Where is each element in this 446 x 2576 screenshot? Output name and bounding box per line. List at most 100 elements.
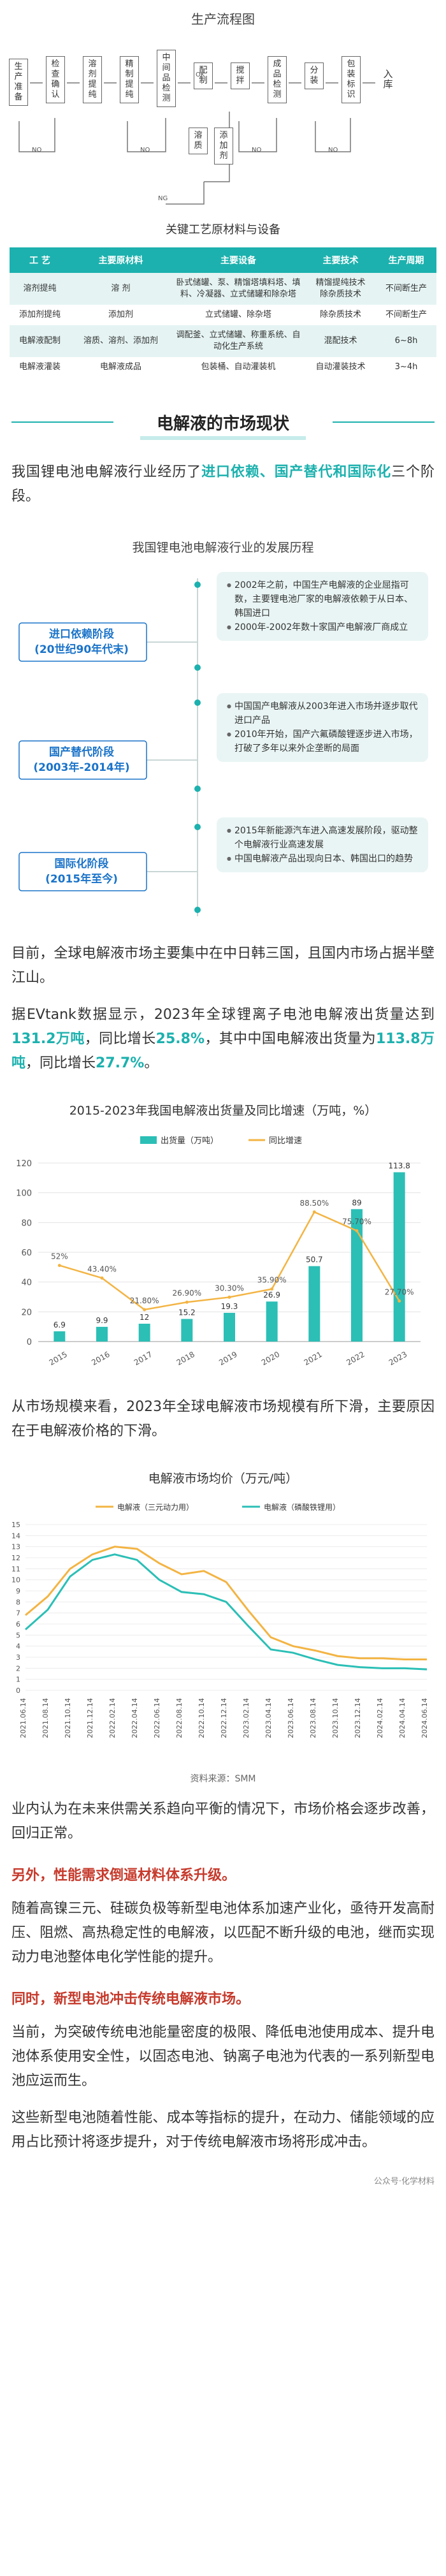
bar-value-label: 50.7 bbox=[306, 1255, 323, 1264]
y-tick-label: 5 bbox=[16, 1631, 20, 1639]
timeline-bullet: 2002年之前，中国生产电解液的企业屈指可数，主要锂电池厂家的电解液依赖于从日本… bbox=[227, 578, 421, 620]
outlook-paragraph: 业内认为在未来供需关系趋向平衡的情况下，市场价格会逐步改善，回归正常。 bbox=[11, 1801, 435, 1841]
growth-point bbox=[185, 1300, 189, 1304]
growth-label: 88.50% bbox=[299, 1199, 329, 1208]
table-cell: 溶质、溶剂、添加剂 bbox=[69, 325, 172, 357]
y-tick-label: 8 bbox=[16, 1598, 20, 1606]
flow-no-label-2: NO bbox=[140, 147, 150, 154]
table-row: 电解液配制 溶质、溶剂、添加剂 调配釜、立式储罐、称重系统、自动化生产系统 混配… bbox=[10, 325, 436, 357]
y-tick-label: 60 bbox=[21, 1248, 32, 1258]
y-tick-label: 80 bbox=[21, 1218, 32, 1228]
table-title: 关键工艺原材料与设备 bbox=[166, 223, 280, 237]
legend-bar-label: 出货量（万吨） bbox=[161, 1136, 219, 1146]
growth-point bbox=[227, 1295, 231, 1299]
growth-label: 26.90% bbox=[172, 1289, 201, 1298]
bar-value-label: 19.3 bbox=[221, 1302, 238, 1311]
chart2-title: 电解液市场均价（万元/吨） bbox=[148, 1472, 298, 1486]
process-flow: 生产流程图 生产准备 检查确认 溶剂提纯 bbox=[0, 0, 446, 210]
table-cell: 电解液灌装 bbox=[10, 357, 70, 377]
new-battery-paragraph: 当前，为突破传统电池能量密度的极限、降低电池使用成本、提升电池体系使用安全性，以… bbox=[11, 2024, 435, 2089]
table-cell: 调配釜、立式储罐、称重系统、自动化生产系统 bbox=[171, 325, 306, 357]
flow-step-10: 包装标识 bbox=[342, 56, 361, 103]
x-tick-label: 2016 bbox=[90, 1350, 111, 1367]
timeline-box-3: 2015年新能源汽车进入高速发展阶段，驱动整个电解液行业高速发展 中国电解液产品… bbox=[217, 817, 428, 872]
bar bbox=[308, 1266, 320, 1342]
y-tick-label: 10 bbox=[11, 1576, 20, 1584]
x-tick-label: 2021.12.14 bbox=[86, 1698, 94, 1738]
growth-line bbox=[59, 1211, 400, 1311]
x-tick-label: 2022.04.14 bbox=[131, 1698, 139, 1738]
growth-label: 52% bbox=[51, 1252, 68, 1261]
x-tick-label: 2024.02.14 bbox=[376, 1698, 384, 1738]
growth-label: 35.90% bbox=[257, 1276, 287, 1285]
y-tick-label: 13 bbox=[11, 1543, 20, 1551]
table-cell: 精馏提纯技术 除杂质技术 bbox=[305, 273, 377, 305]
flow-arrows bbox=[18, 82, 375, 205]
bar-value-label: 26.9 bbox=[263, 1291, 280, 1299]
flow-step-1: 生产准备 bbox=[9, 59, 28, 106]
y-tick-label: 14 bbox=[11, 1532, 20, 1540]
bar-value-label: 113.8 bbox=[388, 1161, 410, 1170]
flow-title: 生产流程图 bbox=[191, 11, 255, 27]
x-tick-label: 2021.08.14 bbox=[41, 1698, 50, 1738]
x-tick-label: 2023.04.14 bbox=[264, 1698, 273, 1738]
growth-point bbox=[312, 1210, 316, 1214]
x-tick-label: 2024.04.14 bbox=[398, 1698, 406, 1738]
y-tick-label: 0 bbox=[27, 1338, 32, 1347]
bar bbox=[266, 1301, 278, 1342]
timeline-bullet: 中国电解液产品出现向日本、韩国出口的趋势 bbox=[227, 852, 421, 866]
timeline-stage-1: 进口依赖阶段 (20世纪90年代末) bbox=[34, 628, 129, 656]
y-tick-label: 9 bbox=[16, 1587, 20, 1595]
legend-s2-label: 电解液（磷酸铁锂用） bbox=[264, 1502, 340, 1512]
x-tick-label: 2017 bbox=[133, 1350, 154, 1367]
x-tick-label: 2022.08.14 bbox=[175, 1698, 183, 1738]
market-paragraph: 目前，全球电解液市场主要集中在中日韩三国，且国内市场占据半壁江山。 bbox=[11, 946, 435, 986]
x-tick-label: 2023.06.14 bbox=[287, 1698, 295, 1738]
timeline-bullet: 2010年开始，国产六氟磷酸锂逐步进入市场，打破了多年以来外企垄断的局面 bbox=[227, 728, 421, 756]
bar-value-label: 89 bbox=[352, 1198, 361, 1207]
y-tick-label: 1 bbox=[16, 1676, 20, 1684]
growth-label: 30.30% bbox=[215, 1284, 244, 1292]
timeline-box-1: 2002年之前，中国生产电解液的企业屈指可数，主要锂电池厂家的电解液依赖于从日本… bbox=[217, 572, 428, 641]
flow-step-5: 中间品检测 bbox=[157, 50, 176, 107]
x-tick-label: 2021.10.14 bbox=[64, 1698, 72, 1738]
y-tick-label: 11 bbox=[11, 1565, 20, 1573]
x-tick-label: 2015 bbox=[48, 1350, 69, 1367]
table-cell: 除杂质技术 bbox=[305, 305, 377, 325]
section-header: 电解液的市场现状 bbox=[0, 397, 446, 448]
table-cell: 溶剂提纯 bbox=[10, 273, 70, 305]
chart2-source: 资料来源：SMM bbox=[190, 1774, 256, 1784]
table-cell: 自动灌装技术 bbox=[305, 357, 377, 377]
x-tick-label: 2024.06.14 bbox=[421, 1698, 429, 1738]
legend-line-label: 同比增速 bbox=[269, 1136, 302, 1146]
x-tick-label: 2020 bbox=[260, 1350, 281, 1367]
y-tick-label: 7 bbox=[16, 1609, 20, 1618]
growth-label: 27.70% bbox=[385, 1287, 414, 1296]
growth-point bbox=[100, 1276, 104, 1280]
table-cell: 6~8h bbox=[376, 325, 436, 357]
y-tick-label: 12 bbox=[11, 1554, 20, 1562]
timeline-title: 我国锂电池电解液行业的发展历程 bbox=[132, 541, 314, 555]
x-tick-label: 2021 bbox=[303, 1350, 324, 1367]
chart2: 电解液（三元动力用） 电解液（磷酸铁锂用）01234567891011121314… bbox=[11, 1502, 429, 1738]
x-tick-label: 2022.12.14 bbox=[220, 1698, 228, 1738]
growth-point bbox=[270, 1287, 274, 1291]
x-tick-label: 2019 bbox=[217, 1350, 238, 1367]
x-tick-label: 2023.10.14 bbox=[331, 1698, 340, 1738]
table-cell: 包装桶、自动灌装机 bbox=[171, 357, 306, 377]
growth-point bbox=[398, 1299, 401, 1303]
chart2-wrap: 电解液（三元动力用） 电解液（磷酸铁锂用） 0 1 2 3 4 5 6 7 8 9 10 11 12 13 14… bbox=[0, 1493, 446, 1769]
process-table: 工 艺 主要原材料 主要设备 主要技术 生产周期 溶剂提纯 溶 剂 卧式储罐、泵… bbox=[10, 247, 436, 377]
footer-watermark: 公众号·化学材料 bbox=[373, 2177, 435, 2186]
timeline-bullet: 2000年-2002年数十家国产电解液厂商成立 bbox=[227, 620, 421, 634]
bar bbox=[181, 1319, 193, 1342]
section-line-right bbox=[333, 421, 435, 423]
flow-ok-label: OK bbox=[196, 71, 205, 78]
x-tick-label: 2018 bbox=[175, 1350, 196, 1367]
bar-value-label: 6.9 bbox=[54, 1321, 66, 1329]
table-cell: 不间断生产 bbox=[376, 273, 436, 305]
table-cell: 电解液成品 bbox=[69, 357, 172, 377]
x-tick-label: 2023.08.14 bbox=[309, 1698, 317, 1738]
x-tick-label: 2023.02.14 bbox=[242, 1698, 250, 1738]
flow-step-6: 配制 bbox=[194, 62, 213, 89]
